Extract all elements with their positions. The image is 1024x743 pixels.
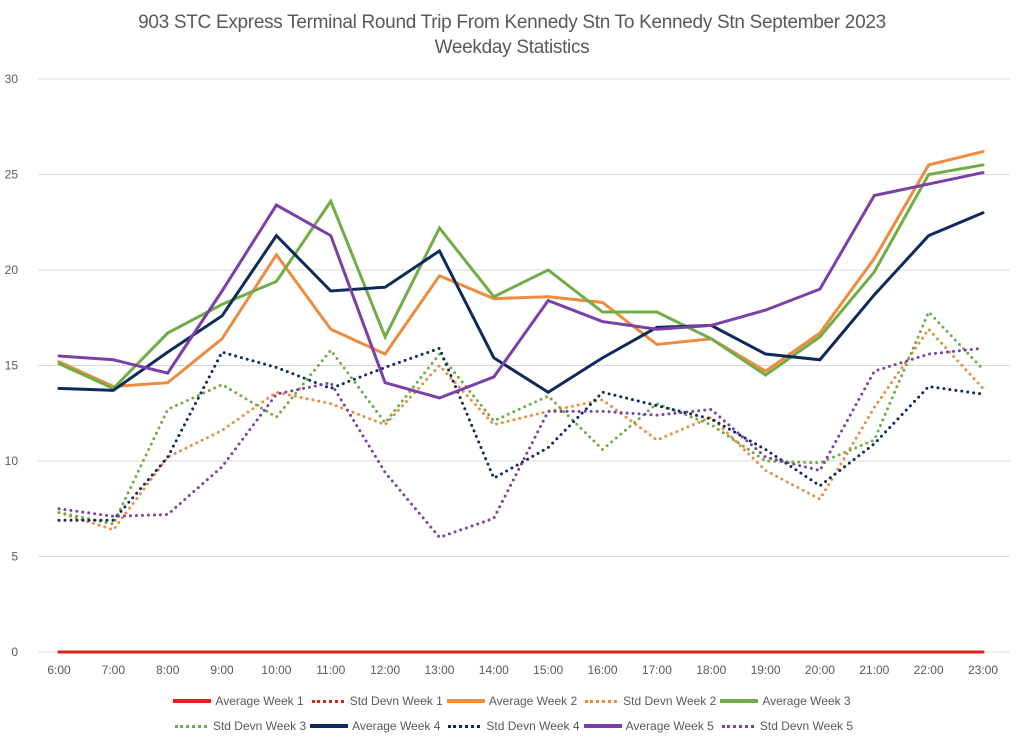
x-tick-label: 19:00	[751, 663, 781, 677]
x-tick-label: 23:00	[968, 663, 998, 677]
legend-label: Std Devn Week 4	[486, 719, 580, 733]
legend-item: Average Week 4	[310, 719, 440, 733]
chart-title: 903 STC Express Terminal Round Trip From…	[138, 12, 886, 33]
legend-swatch	[446, 699, 485, 703]
legend-item: Std Devn Week 4	[444, 719, 580, 733]
x-tick-label: 13:00	[424, 663, 454, 677]
legend-swatch	[310, 724, 349, 728]
x-tick-label: 18:00	[696, 663, 726, 677]
legend-swatch	[585, 699, 618, 703]
x-tick-label: 15:00	[533, 663, 563, 677]
y-tick-label: 0	[11, 645, 18, 659]
y-tick-label: 25	[5, 168, 19, 182]
legend-swatch	[311, 699, 344, 703]
legend-item: Average Week 1	[173, 694, 304, 708]
x-axis-ticks: 6:00 7:00 8:00 9:00 10:00 11:00 12:00 13:00 14:0…	[47, 663, 998, 677]
legend-item: Std Devn Week 3	[171, 719, 306, 733]
series-line-average-week-5	[57, 171, 985, 400]
legend-item: Std Devn Week 5	[718, 719, 853, 733]
x-tick-label: 6:00	[47, 663, 71, 677]
legend-label: Average Week 4	[352, 719, 441, 733]
legend-label: Average Week 5	[625, 719, 714, 733]
x-tick-label: 10:00	[261, 663, 291, 677]
y-tick-label: 15	[5, 359, 19, 373]
legend-row: Average Week 1 Std Devn Week 1 Average Wee…	[0, 694, 1024, 708]
x-tick-label: 12:00	[370, 663, 400, 677]
series-line-average-week-4	[57, 211, 985, 395]
series-line-std-devn-week-2	[57, 326, 985, 532]
legend-swatch	[721, 724, 754, 728]
legend-item: Std Devn Week 2	[581, 694, 716, 708]
x-tick-label: 11:00	[316, 663, 345, 677]
y-tick-label: 10	[5, 454, 19, 468]
x-tick-label: 7:00	[102, 663, 126, 677]
y-tick-label: 5	[11, 550, 18, 564]
x-tick-label: 20:00	[805, 663, 835, 677]
legend-row: Std Devn Week 3 Average Week 4 Std Devn We…	[0, 719, 1024, 733]
legend-swatch	[720, 699, 759, 703]
series-line-average-week-3	[57, 163, 985, 391]
legend-swatch	[583, 724, 622, 728]
x-tick-label: 9:00	[210, 663, 234, 677]
y-tick-label: 30	[5, 72, 19, 86]
series-line-std-devn-week-3	[57, 309, 985, 526]
series-line-average-week-2	[57, 150, 985, 389]
x-tick-label: 21:00	[859, 663, 889, 677]
legend-swatch	[173, 699, 212, 703]
y-tick-label: 20	[5, 263, 19, 277]
legend-item: Std Devn Week 1	[308, 694, 443, 708]
legend-item: Average Week 3	[720, 694, 851, 708]
legend-item: Average Week 2	[446, 694, 578, 708]
x-tick-label: 17:00	[642, 663, 672, 677]
legend-label: Std Devn Week 1	[349, 694, 443, 708]
legend-label: Std Devn Week 2	[623, 694, 717, 708]
legend-item: Average Week 5	[583, 719, 714, 733]
x-tick-label: 8:00	[156, 663, 180, 677]
x-tick-label: 14:00	[479, 663, 509, 677]
legend-swatch	[174, 724, 207, 728]
chart-subtitle: Weekday Statistics	[434, 37, 590, 58]
legend-label: Average Week 1	[215, 694, 304, 708]
series-line-std-devn-week-5	[57, 346, 985, 540]
y-axis-ticks: 0 5 10 15 20 25 30	[5, 72, 19, 659]
legend-label: Average Week 3	[762, 694, 851, 708]
x-tick-label: 22:00	[914, 663, 944, 677]
legend-label: Std Devn Week 3	[212, 719, 307, 733]
legend-label: Std Devn Week 5	[759, 719, 854, 733]
gridlines	[38, 78, 1010, 653]
legend-label: Average Week 2	[488, 694, 578, 708]
series-group	[57, 150, 985, 654]
legend-swatch	[448, 724, 481, 728]
x-tick-label: 16:00	[588, 663, 618, 677]
